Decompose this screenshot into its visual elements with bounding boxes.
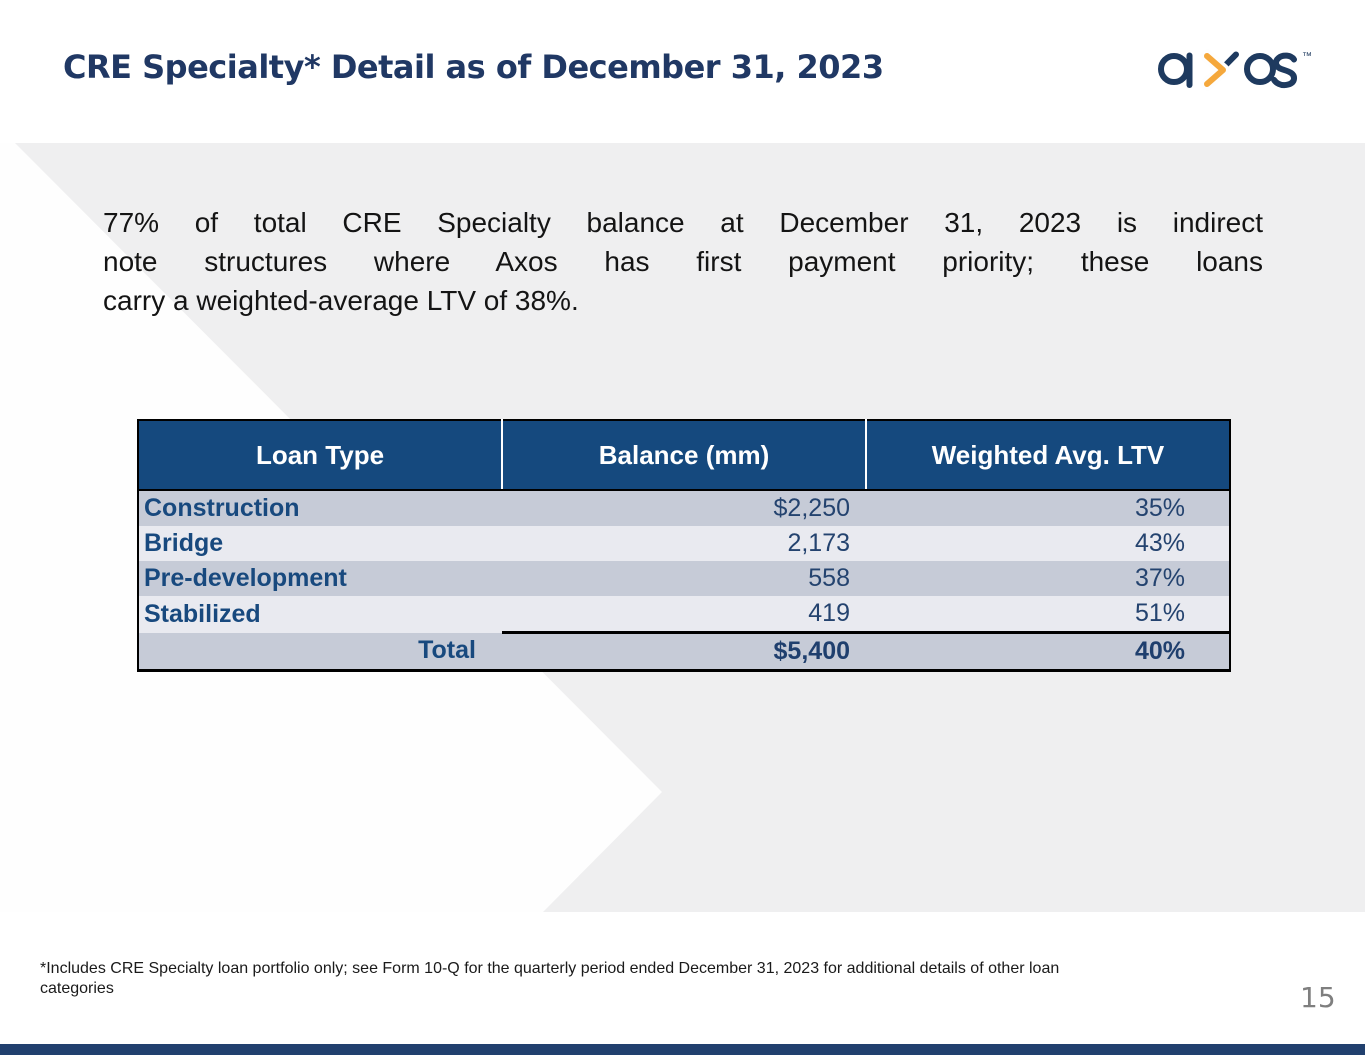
logo-letter-a [1158, 52, 1193, 88]
total-row: Total $5,400 40% [138, 631, 1230, 671]
balance-cell: 558 [502, 561, 866, 596]
summary-paragraph: 77% of total CRE Specialty balance at De… [103, 203, 1263, 320]
loan-type-cell: Pre-development [138, 561, 502, 596]
page-number: 15 [1300, 981, 1336, 1014]
ltv-cell: 43% [866, 526, 1230, 561]
table-row-stabilized: Stabilized 419 51% [138, 596, 1230, 633]
axos-logo: ™ [1158, 49, 1312, 91]
paragraph-line: 77% of total CRE Specialty balance at De… [103, 207, 1263, 238]
total-label-cell: Total [138, 632, 502, 671]
logo-brand-text: axos [0, 0, 1, 1]
column-header-balance: Balance (mm) [501, 420, 866, 491]
loan-table: Loan Type Balance (mm) Weighted Avg. LTV… [137, 419, 1231, 672]
loan-type-cell: Construction [138, 490, 502, 526]
ltv-cell: 51% [866, 596, 1230, 633]
footnote: *Includes CRE Specialty loan portfolio o… [40, 959, 1220, 999]
column-header-weighted-avg-ltv: Weighted Avg. LTV [865, 420, 1230, 491]
page-title: CRE Specialty* Detail as of December 31,… [63, 48, 884, 86]
total-balance-cell: $5,400 [502, 631, 866, 671]
balance-cell: $2,250 [502, 490, 866, 526]
logo-letter-s [1271, 52, 1297, 89]
ltv-cell: 35% [866, 490, 1230, 526]
loan-type-cell: Stabilized [138, 596, 502, 633]
paragraph-line: carry a weighted-average LTV of 38%. [103, 285, 579, 316]
balance-cell: 2,173 [502, 526, 866, 561]
paragraph-line: note structures where Axos has first pay… [103, 246, 1263, 277]
total-ltv-cell: 40% [866, 631, 1230, 671]
table-row-bridge: Bridge 2,173 43% [138, 526, 1230, 561]
logo-letter-x-orange-chevron [1204, 53, 1226, 87]
logo-trademark-symbol: ™ [1302, 51, 1312, 62]
footer-bar [0, 1044, 1365, 1055]
column-header-loan-type: Loan Type [138, 420, 502, 491]
table-row-construction: Construction $2,250 35% [138, 490, 1230, 526]
balance-cell: 419 [502, 596, 866, 633]
logo-letter-o [1244, 53, 1276, 85]
table-row-pre-development: Pre-development 558 37% [138, 561, 1230, 596]
loan-type-cell: Bridge [138, 526, 502, 561]
footnote-line: *Includes CRE Specialty loan portfolio o… [40, 960, 1060, 977]
ltv-cell: 37% [866, 561, 1230, 596]
table-header-row: Loan Type Balance (mm) Weighted Avg. LTV [138, 420, 1230, 491]
footnote-line: categories [40, 980, 114, 997]
